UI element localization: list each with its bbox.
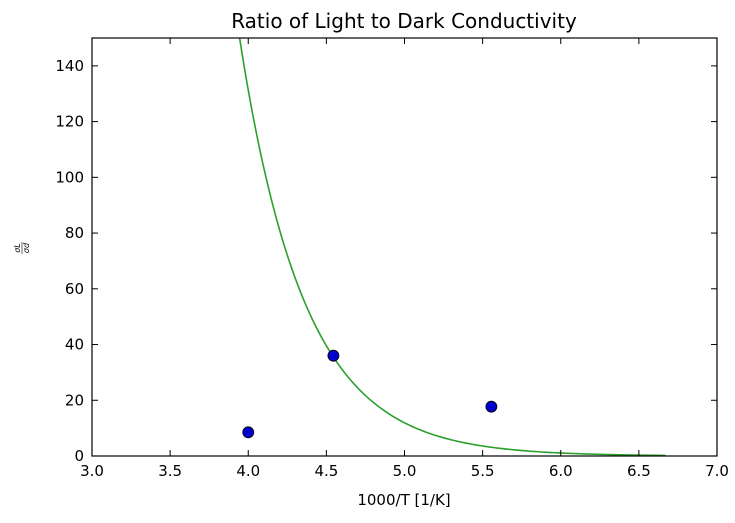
y-axis-label-denominator: σd	[22, 242, 31, 253]
plot-area	[238, 38, 666, 456]
y-axis-label-numerator: σL	[13, 243, 22, 253]
x-tick-label: 5.0	[393, 462, 417, 480]
y-tick-label: 40	[65, 336, 84, 354]
x-tick-label: 4.0	[236, 462, 260, 480]
x-tick-label: 5.5	[471, 462, 495, 480]
x-tick-label: 6.0	[549, 462, 573, 480]
fit-curve-line	[238, 38, 666, 456]
y-tick-label: 60	[65, 280, 84, 298]
x-tick-label: 3.0	[80, 462, 104, 480]
chart-title: Ratio of Light to Dark Conductivity	[231, 9, 577, 33]
x-tick-label: 6.5	[627, 462, 651, 480]
y-tick-label: 20	[65, 391, 84, 409]
y-tick-label: 100	[55, 168, 84, 186]
y-tick-label: 120	[55, 113, 84, 131]
x-tick-label: 7.0	[705, 462, 729, 480]
y-tick-label: 80	[65, 224, 84, 242]
plot-frame	[91, 37, 718, 457]
data-point	[485, 400, 498, 413]
data-point	[242, 426, 255, 439]
x-axis-label: 1000/T [1/K]	[357, 491, 450, 509]
axis-ticks: 3.0 3.5 4.0 4.5 5.0 5.5 6.0 6.5 7.0 0 20 40 60 80 100 1…	[55, 38, 729, 480]
y-tick-label: 140	[55, 57, 84, 75]
y-axis-label: σL σd	[13, 242, 31, 254]
data-point	[327, 349, 340, 362]
y-tick-label: 0	[74, 447, 84, 465]
x-tick-label: 4.5	[314, 462, 338, 480]
x-tick-label: 3.5	[158, 462, 182, 480]
